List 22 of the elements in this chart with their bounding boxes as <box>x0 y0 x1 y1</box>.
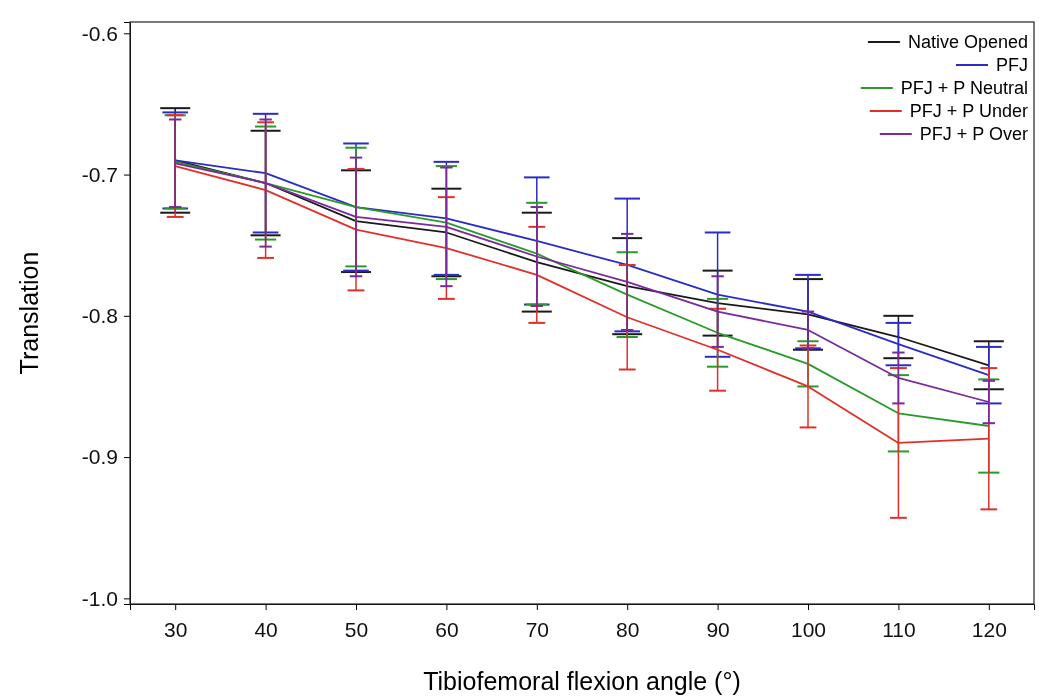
y-tick-label: -1.0 <box>81 586 118 610</box>
x-axis-title: Tibiofemoral flexion angle (°) <box>423 667 741 695</box>
legend-label: PFJ + P Under <box>909 101 1028 121</box>
x-tick-label: 120 <box>971 617 1007 641</box>
legend-label: PFJ + P Neutral <box>900 78 1028 98</box>
x-tick-label: 30 <box>164 617 188 641</box>
x-tick-label: 60 <box>435 617 459 641</box>
y-tick-label: -0.8 <box>81 304 118 328</box>
y-tick-label: -0.7 <box>81 162 118 186</box>
x-tick-label: 80 <box>616 617 640 641</box>
legend-label: PFJ <box>995 55 1028 75</box>
y-tick-label: -0.6 <box>81 21 118 45</box>
x-tick-label: 40 <box>254 617 278 641</box>
x-tick-label: 50 <box>344 617 369 641</box>
x-tick-label: 110 <box>882 617 916 641</box>
legend-label: Native Opened <box>907 32 1028 52</box>
x-tick-label: 70 <box>525 617 549 641</box>
x-tick-label: 100 <box>790 617 827 641</box>
legend-label: PFJ + P Over <box>919 124 1028 144</box>
x-tick-label: 90 <box>706 617 730 641</box>
y-axis-title: Translation <box>15 251 43 375</box>
y-tick-label: -0.9 <box>81 445 118 469</box>
